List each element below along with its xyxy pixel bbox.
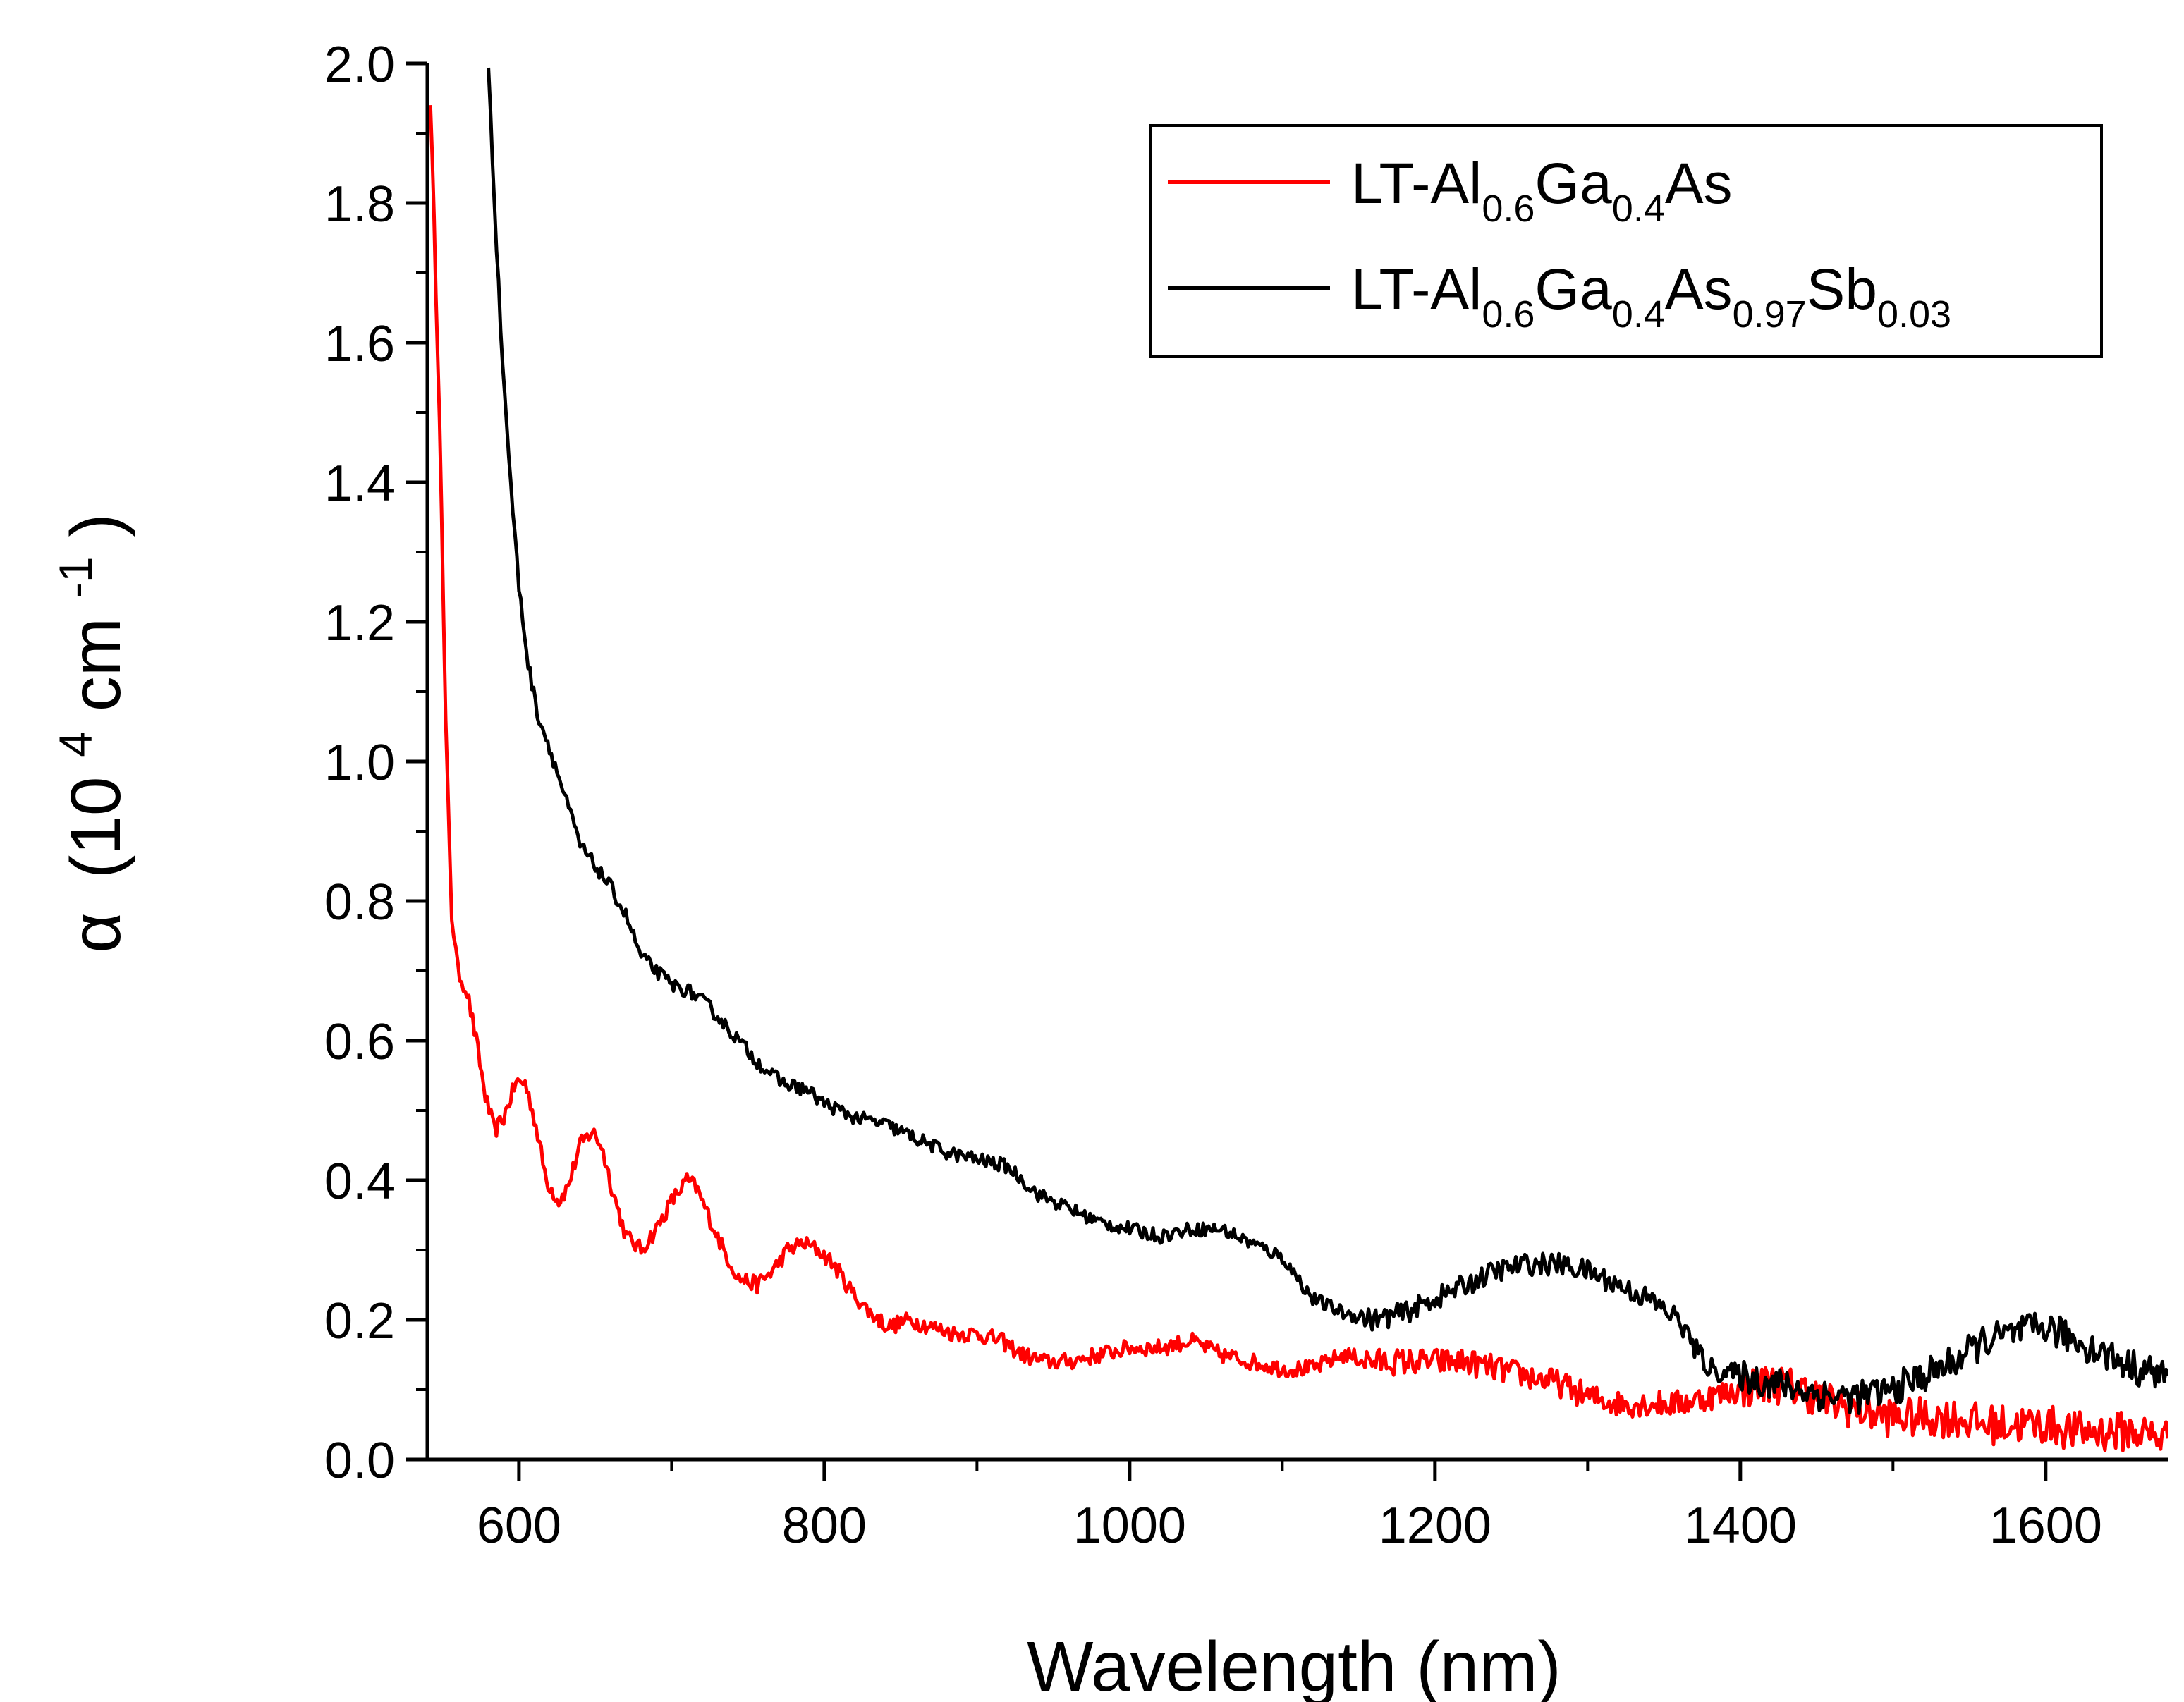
y-axis-title-close: ) <box>56 513 135 537</box>
axes-layer: 0.0 0.2 0.4 0.6 0.8 1.0 1.2 1.4 1.6 1.8 2.0 600 800 1… <box>324 37 2168 1554</box>
y-tick-label: 0.2 <box>324 1293 395 1349</box>
legend-label-1: LT-Al0.6Ga0.4As <box>1351 152 1733 230</box>
series-line-2 <box>487 67 2168 1415</box>
legend-text-part: As <box>1665 152 1733 216</box>
x-tick-label: 1000 <box>1073 1498 1186 1554</box>
legend-subscript: 0.03 <box>1877 293 1951 336</box>
y-tick-label: 0.6 <box>324 1014 395 1070</box>
legend-subscript: 0.6 <box>1482 188 1535 230</box>
y-tick-label: 2.0 <box>324 37 395 93</box>
y-axis-title-exponent: 4 <box>49 731 102 757</box>
y-tick-label: 0.4 <box>324 1153 395 1210</box>
legend-text-part: As <box>1665 257 1733 322</box>
x-tick-label: 1200 <box>1379 1498 1491 1554</box>
y-axis-title-symbol: α <box>56 912 135 953</box>
legend-subscript: 0.4 <box>1612 188 1665 230</box>
y-tick-label: 1.2 <box>324 595 395 651</box>
legend-subscript: 0.4 <box>1612 293 1665 336</box>
series-line-1 <box>428 105 2168 1452</box>
y-tick-label: 0.8 <box>324 874 395 931</box>
y-tick-label: 0.0 <box>324 1433 395 1489</box>
x-axis-title: Wavelength (nm) <box>1027 1627 1561 1702</box>
legend-box <box>1149 124 2103 358</box>
legend-text-part: LT-Al <box>1351 152 1482 216</box>
y-tick-label: 1.6 <box>324 316 395 372</box>
y-axis-title-unit: cm <box>56 618 135 711</box>
legend-text-part: LT-Al <box>1351 257 1482 322</box>
y-axis-title: α (10 4 cm -1 ) <box>28 513 135 953</box>
x-tick-label: 1400 <box>1684 1498 1797 1554</box>
legend-subscript: 0.6 <box>1482 293 1535 336</box>
y-tick-label: 1.4 <box>324 455 395 512</box>
y-tick-label: 1.8 <box>324 176 395 233</box>
y-tick-label: 1.0 <box>324 735 395 791</box>
x-tick-label: 1600 <box>1989 1498 2102 1554</box>
legend-text-part: Ga <box>1535 257 1612 322</box>
series-layer <box>428 67 2168 1452</box>
legend-text-part: Ga <box>1535 152 1612 216</box>
x-tick-label: 600 <box>477 1498 561 1554</box>
x-tick-label: 800 <box>782 1498 867 1554</box>
y-axis-title-open: (10 <box>56 777 135 879</box>
y-axis-title-unit-exponent: -1 <box>49 556 102 598</box>
legend-subscript: 0.97 <box>1733 293 1807 336</box>
legend-text-part: Sb <box>1807 257 1877 322</box>
legend-label-2: LT-Al0.6Ga0.4As0.97Sb0.03 <box>1351 257 1951 336</box>
